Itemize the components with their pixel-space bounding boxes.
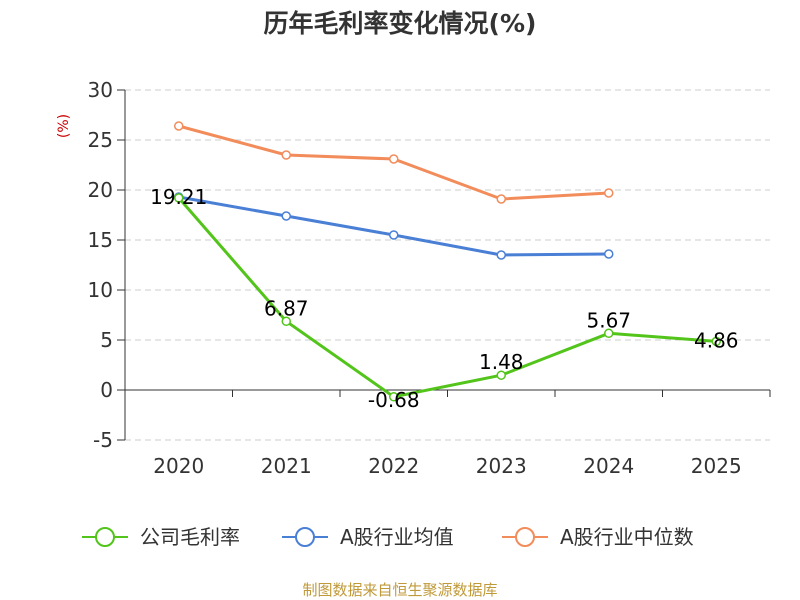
data-point [604, 188, 614, 198]
data-point [281, 150, 291, 160]
data-point [604, 249, 614, 259]
x-tick-label: 2024 [583, 454, 634, 478]
y-tick-label: 15 [88, 228, 113, 252]
x-tick-label: 2025 [691, 454, 742, 478]
legend-label: 公司毛利率 [140, 525, 240, 549]
y-tick-label: 25 [88, 128, 113, 152]
data-point [389, 230, 399, 240]
y-tick-label: 5 [100, 328, 113, 352]
data-point [281, 211, 291, 221]
series-line [177, 196, 718, 399]
data-point [711, 336, 721, 347]
data-label: 6.87 [264, 296, 309, 320]
data-point [496, 194, 506, 204]
data-point [174, 193, 184, 203]
x-tick-label: 2020 [153, 454, 204, 478]
data-point [496, 250, 506, 260]
axes: 30 25 20 15 10 5 0 -5 2020 2021 2022 2023 2024 2025 [88, 78, 771, 478]
series-lines [174, 121, 721, 402]
data-point [389, 392, 399, 402]
legend-swatch-marker [515, 527, 535, 547]
data-point [496, 370, 506, 380]
chart-title: 历年毛利率变化情况(%) [264, 9, 537, 38]
y-tick-label: 10 [88, 278, 113, 302]
y-tick-label: 0 [100, 378, 113, 402]
data-point [389, 154, 399, 164]
x-tick-label: 2022 [368, 454, 419, 478]
data-label: 5.67 [586, 308, 631, 332]
y-tick-label: 20 [88, 178, 113, 202]
legend-swatch-marker [295, 527, 315, 547]
data-label: 19.21 [150, 185, 207, 209]
legend-swatch-marker [95, 527, 115, 547]
x-tick-label: 2021 [261, 454, 312, 478]
data-label: 4.86 [694, 328, 739, 352]
data-point [604, 328, 614, 339]
data-point [281, 316, 291, 327]
series-line [177, 195, 611, 257]
x-tick-label: 2023 [476, 454, 527, 478]
y-tick-label: -5 [93, 428, 113, 452]
data-label: 1.48 [479, 350, 524, 374]
y-tick-label: 30 [88, 78, 113, 102]
legend: 公司毛利率 A股行业均值 A股行业中位数 [82, 525, 694, 549]
data-point [174, 121, 184, 131]
source-note: 制图数据来自恒生聚源数据库 [302, 581, 497, 599]
data-labels: 19.21 6.87 -0.68 1.48 5.67 4.86 [150, 185, 738, 412]
data-label: -0.68 [368, 388, 420, 412]
legend-label: A股行业中位数 [560, 525, 694, 549]
legend-label: A股行业均值 [340, 525, 454, 549]
y-axis-unit: (%) [56, 114, 72, 138]
